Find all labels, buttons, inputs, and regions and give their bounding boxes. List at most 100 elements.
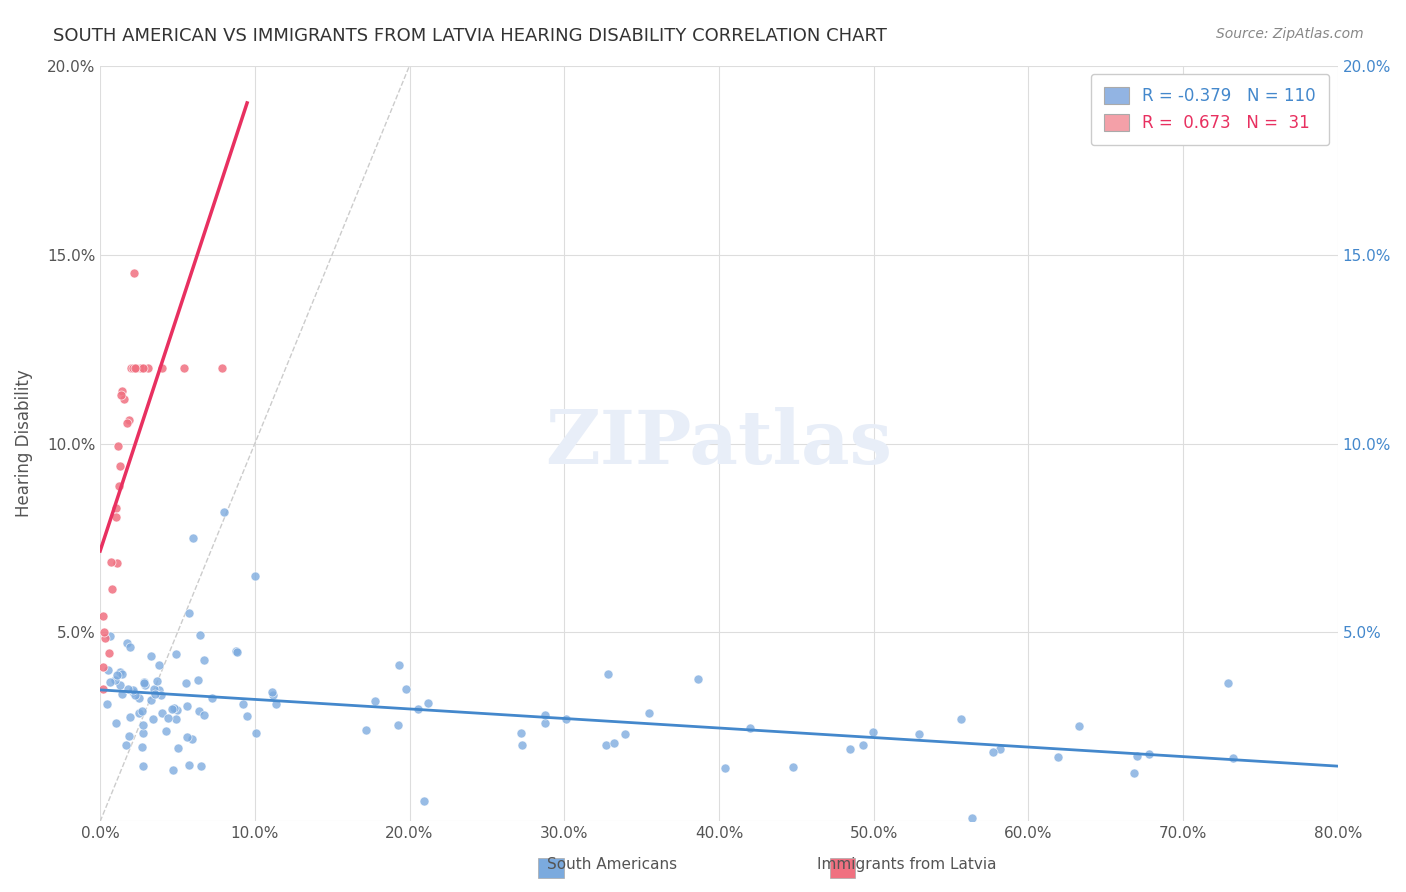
Point [264,697,287,711]
Point [155,723,177,738]
Point [406,702,429,716]
Point [211,360,233,375]
Point [131,759,153,773]
Point [949,712,972,726]
Point [852,738,875,752]
Point [98,629,121,643]
Point [148,683,170,698]
Point [120,360,142,375]
Point [115,416,138,430]
Point [105,668,128,682]
Point [509,725,531,739]
Point [111,384,134,398]
Point [118,729,141,743]
Point [132,360,155,375]
Text: Source: ZipAtlas.com: Source: ZipAtlas.com [1216,27,1364,41]
Point [782,760,804,774]
Point [98,646,121,660]
Point [262,685,284,699]
Point [638,706,661,720]
Point [104,673,127,688]
Point [1067,719,1090,733]
Point [554,712,576,726]
Point [262,688,284,702]
Text: SOUTH AMERICAN VS IMMIGRANTS FROM LATVIA HEARING DISABILITY CORRELATION CHART: SOUTH AMERICAN VS IMMIGRANTS FROM LATVIA… [53,27,887,45]
Point [96,697,118,711]
Point [162,701,184,715]
Point [1125,749,1147,764]
Point [395,681,418,696]
Point [1123,765,1146,780]
Point [117,681,139,696]
Point [128,690,150,705]
Point [124,360,146,375]
Point [129,360,152,375]
Point [105,556,128,570]
Point [115,636,138,650]
Point [143,681,166,696]
Point [190,758,212,772]
Point [120,710,142,724]
Point [132,718,155,732]
Point [1218,675,1240,690]
Point [738,722,761,736]
Point [167,740,190,755]
Point [188,705,211,719]
Point [105,501,128,516]
Legend: R = -0.379   N = 110, R =  0.673   N =  31: R = -0.379 N = 110, R = 0.673 N = 31 [1091,74,1330,145]
Point [160,702,183,716]
Point [145,687,167,701]
Point [188,628,211,642]
Point [131,704,153,718]
Point [510,738,533,752]
Point [596,667,619,681]
Point [136,360,159,375]
Point [91,660,114,674]
Point [174,675,197,690]
Point [118,640,141,654]
Point [173,360,195,375]
Point [1222,751,1244,765]
Point [94,632,117,646]
Point [100,555,122,569]
Point [132,726,155,740]
Y-axis label: Hearing Disability: Hearing Disability [15,369,32,517]
Text: South Americans: South Americans [547,857,676,872]
Point [142,712,165,726]
Point [534,716,557,731]
Point [181,531,204,545]
Point [232,697,254,711]
Point [121,682,143,697]
Point [98,674,121,689]
Point [129,360,152,375]
Point [179,606,201,620]
Point [193,707,215,722]
Point [988,742,1011,756]
Point [121,685,143,699]
Point [93,625,115,640]
Text: Immigrants from Latvia: Immigrants from Latvia [817,857,997,872]
Point [235,709,257,723]
Point [104,715,127,730]
Point [108,479,131,493]
Point [688,672,710,686]
Point [117,413,139,427]
Point [139,693,162,707]
Point [603,736,626,750]
Point [101,582,124,597]
Point [104,510,127,524]
Point [150,360,173,375]
Point [97,663,120,677]
Point [115,738,138,752]
Point [839,741,862,756]
Point [388,658,411,673]
Point [177,758,200,772]
Point [162,763,184,777]
Point [908,727,931,741]
Point [412,794,434,808]
Point [111,667,134,681]
Point [150,688,173,702]
Point [166,703,188,717]
Point [354,723,377,737]
Point [176,730,198,744]
